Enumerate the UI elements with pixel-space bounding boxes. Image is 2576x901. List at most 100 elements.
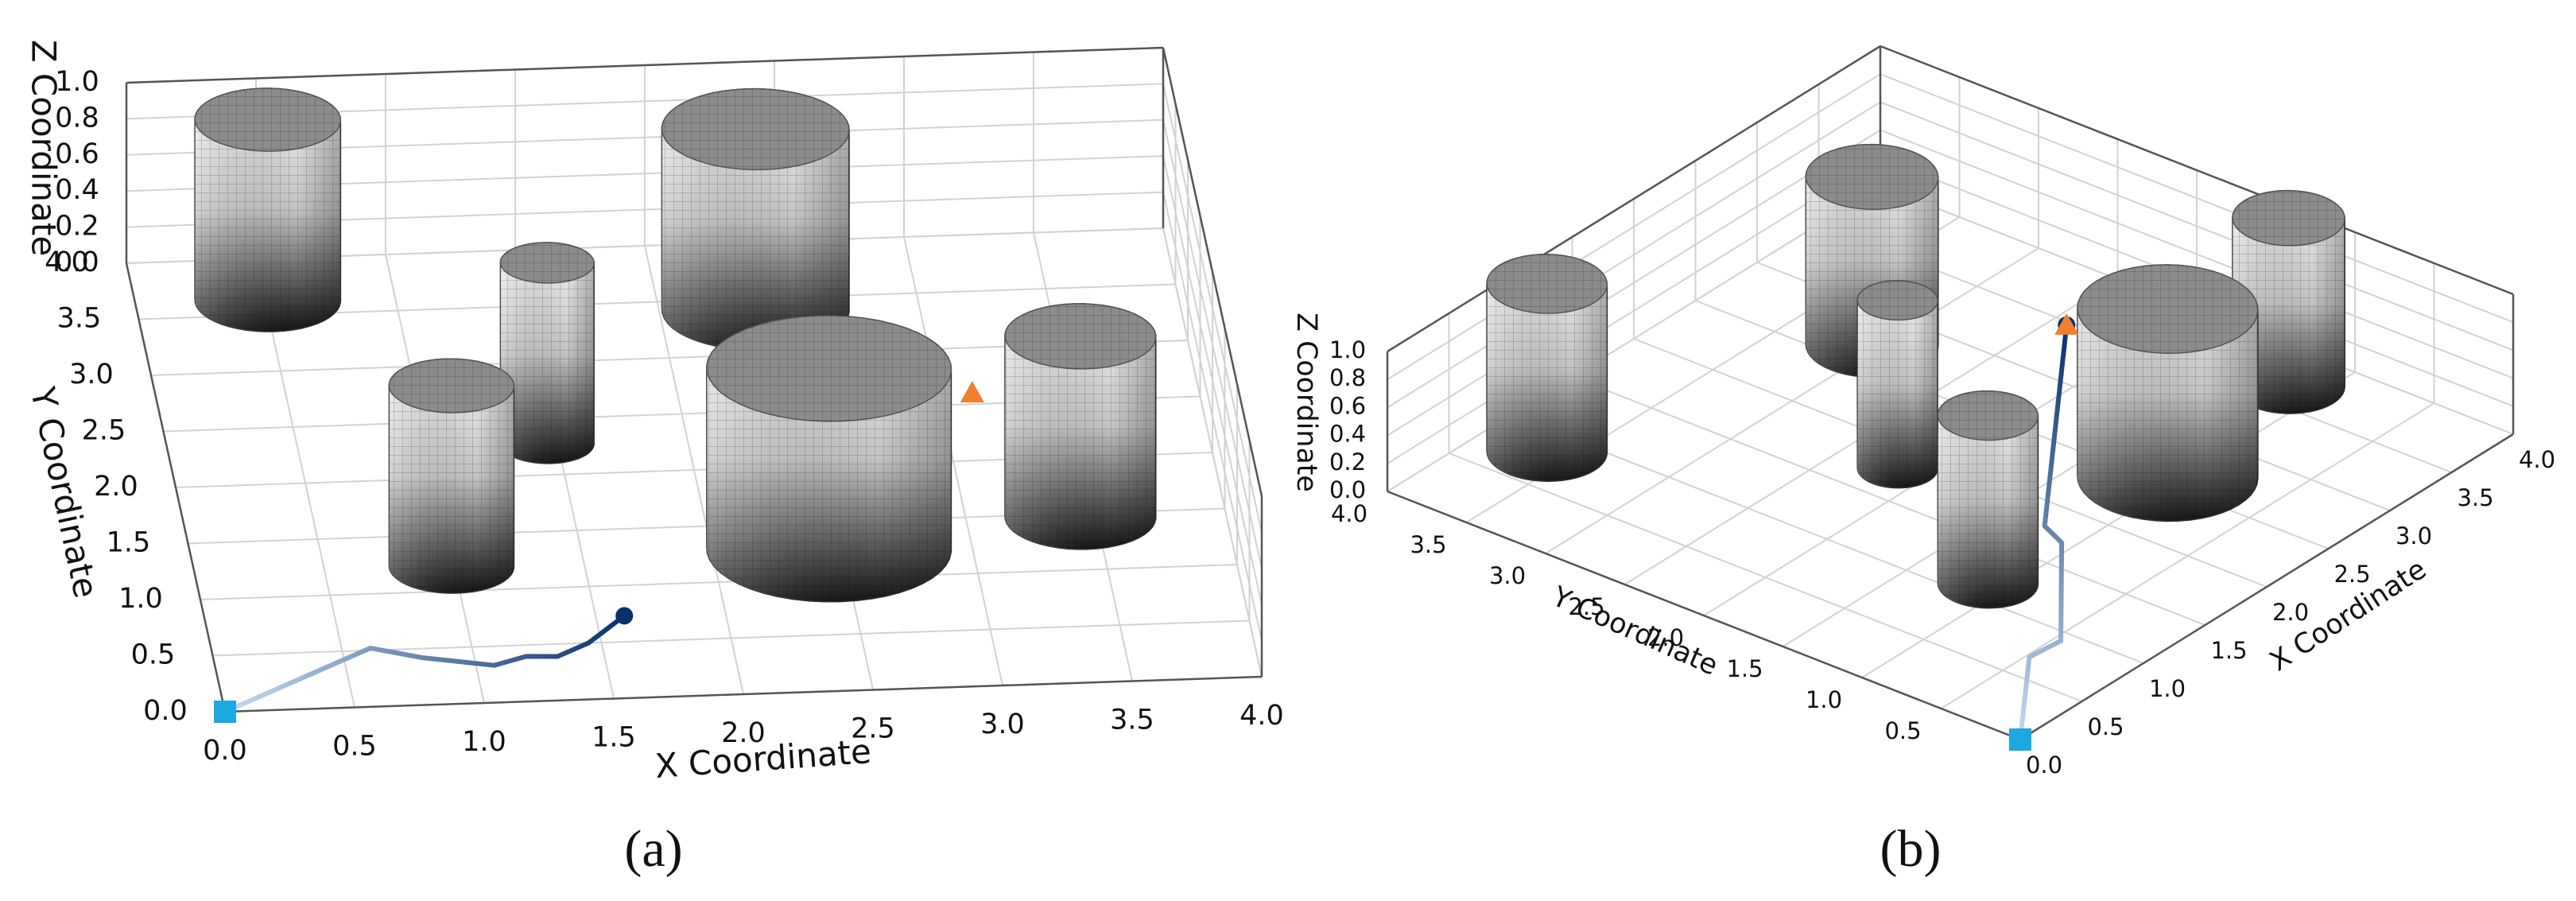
- obstacle: [1004, 303, 1157, 550]
- goal-marker: [960, 380, 984, 402]
- box-edge: [126, 46, 1164, 84]
- obstacle-mesh: [500, 243, 595, 464]
- z-tick-label: 0.2: [55, 211, 99, 243]
- obstacle-mesh: [1487, 254, 1608, 482]
- y-tick-label: 4.0: [1331, 500, 1368, 527]
- z-tick-label: 0.8: [1329, 364, 1366, 391]
- x-tick-label: 1.5: [2210, 637, 2247, 664]
- y-tick-label: 3.0: [1489, 562, 1526, 589]
- z-tick-label: 1.0: [1329, 336, 1366, 363]
- z-tick-label: 0.8: [55, 102, 99, 134]
- x-tick-label: 3.0: [2396, 522, 2432, 550]
- y-tick-label: 3.5: [57, 303, 102, 335]
- x-axis: [224, 675, 1263, 713]
- x-tick-label: 0.0: [203, 735, 247, 767]
- z-axis-label: Z Coordinate: [1290, 313, 1322, 492]
- obstacle: [499, 242, 595, 464]
- obstacle: [1937, 390, 2039, 609]
- obstacle-top-mesh: [1806, 144, 1938, 210]
- start-marker: [2009, 728, 2031, 751]
- obstacle-top-mesh: [389, 359, 514, 413]
- y-tick-label: 2.5: [82, 415, 126, 447]
- obstacle: [2232, 189, 2345, 414]
- obstacle-top-mesh: [1857, 280, 1938, 320]
- obstacle-mesh: [389, 359, 514, 593]
- z-tick-label: 0.6: [1329, 392, 1366, 419]
- y-tick-label: 1.5: [1726, 655, 1763, 682]
- obstacle-top-mesh: [1004, 303, 1156, 369]
- y-tick-label: 3.5: [1410, 531, 1446, 558]
- x-tick-label: 1.5: [592, 722, 636, 754]
- z-tick-label: 0.0: [1329, 476, 1366, 503]
- trajectory: [223, 613, 627, 714]
- x-tick-label: 0.5: [2087, 713, 2124, 740]
- obstacle: [1486, 254, 1608, 482]
- x-tick-label: 1.0: [2149, 675, 2186, 702]
- obstacle-top-mesh: [1938, 390, 2039, 441]
- trajectory: [2018, 324, 2070, 740]
- obstacle-top-mesh: [500, 243, 595, 283]
- x-tick-label: 2.5: [2334, 561, 2370, 588]
- obstacle: [661, 87, 850, 351]
- x-tick-label: 0.5: [332, 731, 377, 763]
- x-tick-label: 1.0: [462, 726, 506, 758]
- x-tick-label: 4.0: [1240, 700, 1284, 732]
- z-tick-label: 0.4: [55, 174, 99, 206]
- x-tick-label: 3.0: [980, 709, 1025, 740]
- obstacle: [1856, 280, 1938, 489]
- y-tick-label: 2.5: [1568, 593, 1604, 620]
- x-tick-label: 4.0: [2519, 446, 2555, 473]
- z-tick-label: 0.6: [55, 138, 99, 170]
- z-axis-label: Z Coordinate: [25, 40, 64, 256]
- x-axis-label: X Coordinate: [654, 732, 872, 786]
- y-axis-label: Y Coordinate: [1546, 581, 1722, 682]
- x-tick-label: 2.5: [851, 713, 895, 745]
- y-tick-label: 1.0: [1806, 686, 1842, 713]
- z-tick-label: 0.2: [1329, 449, 1366, 476]
- x-axis: [2019, 433, 2514, 741]
- goal-marker: [2054, 313, 2079, 335]
- y-tick-label: 3.0: [69, 359, 114, 390]
- x-tick-label: 2.0: [721, 717, 766, 749]
- x-tick-label: 0.0: [2026, 751, 2062, 779]
- y-tick-label: 4.0: [45, 247, 89, 278]
- y-axis: [125, 262, 227, 713]
- obstacle: [388, 358, 515, 594]
- obstacle: [194, 87, 342, 332]
- x-tick-label: 3.5: [1110, 705, 1154, 736]
- y-tick-label: 2.0: [1647, 624, 1684, 651]
- obstacle-top-mesh: [661, 88, 850, 170]
- z-tick-label: 0.0: [55, 247, 99, 278]
- start-marker: [214, 701, 236, 723]
- obstacle-mesh: [195, 88, 341, 332]
- box-edge: [1880, 45, 2514, 296]
- obstacle-mesh: [1857, 280, 1938, 488]
- obstacle-top-mesh: [706, 316, 952, 421]
- y-tick-label: 2.0: [94, 471, 138, 503]
- box-edge: [1162, 47, 1263, 497]
- obstacle-top-mesh: [195, 88, 341, 152]
- x-tick-label: 3.5: [2457, 484, 2493, 511]
- obstacle: [706, 315, 952, 603]
- z-tick-label: 1.0: [55, 66, 99, 98]
- obstacle-mesh: [2232, 190, 2345, 414]
- caption: (a): [624, 820, 682, 878]
- y-tick-label: 1.0: [118, 583, 163, 615]
- caption: (b): [1880, 820, 1942, 878]
- obstacle-top-mesh: [2077, 264, 2258, 354]
- box-edge: [1387, 45, 1881, 353]
- y-tick-label: 0.5: [131, 639, 176, 671]
- obstacle-mesh: [1938, 390, 2039, 608]
- obstacle-top-mesh: [1487, 254, 1608, 314]
- obstacle: [2077, 264, 2259, 522]
- z-tick-label: 0.4: [1329, 421, 1366, 448]
- y-tick-label: 0.5: [1884, 717, 1921, 744]
- y-tick-label: 1.5: [107, 527, 151, 559]
- y-axis: [1387, 490, 2021, 741]
- x-tick-label: 2.0: [2272, 599, 2309, 626]
- trajectory-end: [615, 607, 634, 625]
- obstacle-top-mesh: [2232, 190, 2345, 246]
- y-tick-label: 0.0: [143, 695, 188, 727]
